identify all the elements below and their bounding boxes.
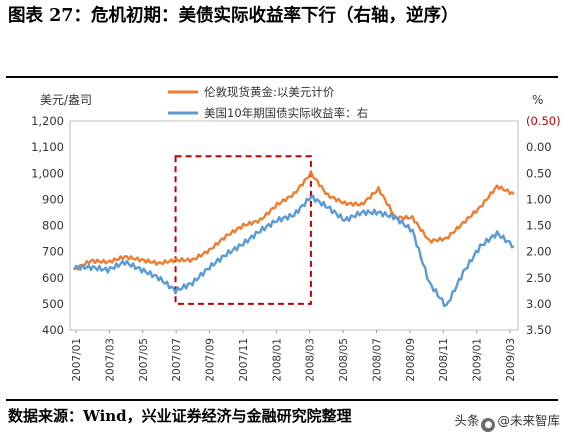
right-tick-label: 2.00 xyxy=(526,245,552,259)
right-tick-label: 3.00 xyxy=(526,297,552,311)
series-layer xyxy=(72,170,515,308)
right-tick-label: 2.50 xyxy=(526,271,552,285)
x-tick-label: 2007/01 xyxy=(71,338,83,382)
top-rule xyxy=(6,76,558,78)
watermark-prefix: 头条 xyxy=(454,413,480,428)
series-line-real-yield xyxy=(72,194,515,308)
x-tick-label: 2008/03 xyxy=(305,338,317,382)
highlight-box xyxy=(174,155,312,305)
chart-axes: 400 500 600 700 800 900 1,000 1,100 1,200 美元/盎司 (0… xyxy=(31,93,561,382)
line-chart: 400 500 600 700 800 900 1,000 1,100 1,200 美元/盎司 (0… xyxy=(31,85,561,382)
plot-frame xyxy=(69,120,519,331)
left-tick-label: 800 xyxy=(42,219,64,233)
figure-title: 图表 27：危机初期：美债实际收益率下行（右轴，逆序） xyxy=(8,6,459,26)
x-tick-label: 2008/01 xyxy=(271,338,283,382)
left-tick-label: 900 xyxy=(42,192,64,206)
x-tick-label: 2007/03 xyxy=(104,338,116,382)
x-tick-label: 2009/01 xyxy=(472,338,484,382)
left-tick-label: 1,200 xyxy=(31,114,64,128)
left-tick-label: 1,000 xyxy=(31,166,64,180)
left-tick-label: 500 xyxy=(42,297,64,311)
left-tick-label: 700 xyxy=(42,245,64,259)
left-tick-label: 400 xyxy=(42,323,64,337)
x-tick-label: 2007/11 xyxy=(238,338,250,382)
x-tick-label: 2007/09 xyxy=(205,338,217,382)
x-tick-label: 2008/05 xyxy=(338,338,350,382)
watermark-handle: @未来智库 xyxy=(497,413,560,428)
right-tick-label: (0.50) xyxy=(526,114,561,128)
watermark: 头条 ● @未来智库 xyxy=(454,410,560,432)
bottom-rule xyxy=(6,399,558,401)
legend-label: 美国10年期国债实际收益率：右 xyxy=(204,106,368,120)
right-tick-label: 1.50 xyxy=(526,219,552,233)
right-tick-label: 3.50 xyxy=(526,323,552,337)
x-tick-label: 2007/05 xyxy=(138,338,150,382)
watermark-logo-icon: ● xyxy=(481,418,496,432)
right-tick-label: 1.00 xyxy=(526,192,552,206)
x-tick-label: 2007/07 xyxy=(171,338,183,382)
x-tick-label: 2008/07 xyxy=(371,338,383,382)
right-axis-label: % xyxy=(532,93,543,107)
left-axis-label: 美元/盎司 xyxy=(40,93,92,107)
right-tick-label: 0.50 xyxy=(526,166,552,180)
x-tick-label: 2008/09 xyxy=(405,338,417,382)
source-note: 数据来源：Wind，兴业证券经济与金融研究院整理 xyxy=(8,407,352,425)
left-tick-label: 1,100 xyxy=(31,140,64,154)
series-line-gold xyxy=(73,170,515,271)
right-tick-label: 0.00 xyxy=(526,140,552,154)
x-tick-label: 2008/11 xyxy=(438,338,450,382)
highlight-box-layer xyxy=(174,155,312,305)
x-tick-label: 2009/03 xyxy=(505,338,517,382)
legend-label: 伦敦现货黄金:以美元计价 xyxy=(204,85,335,99)
left-tick-label: 600 xyxy=(42,271,64,285)
